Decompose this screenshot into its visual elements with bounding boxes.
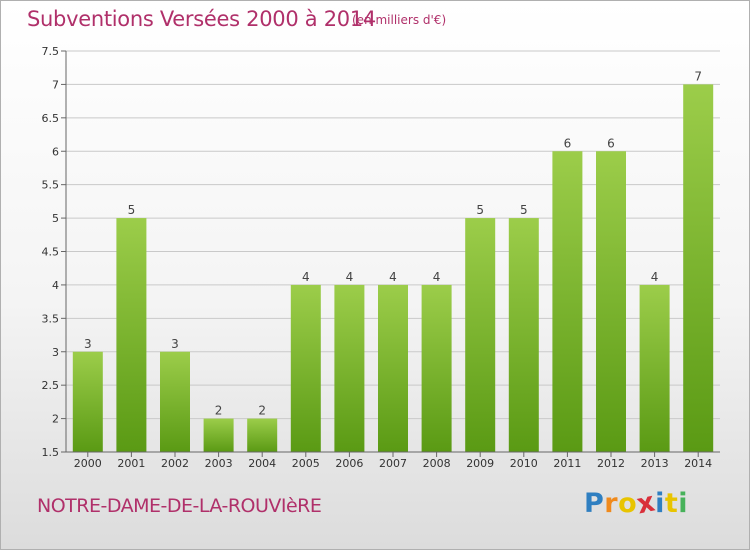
bar-2010 — [508, 218, 539, 452]
x-tick-label-2007: 2007 — [379, 457, 407, 470]
bar-2005 — [290, 284, 321, 452]
logo-letter: i — [655, 488, 665, 519]
logo-letter: r — [604, 488, 619, 519]
chart-subtitle: (en milliers d'€) — [352, 13, 447, 27]
bar-2003 — [203, 418, 234, 452]
y-tick-label: 6.5 — [42, 112, 60, 125]
y-tick-label: 5.5 — [42, 179, 60, 192]
labels: 1.5 2 2.5 3 3.5 4 4.5 5 5.5 6 6.5 7 7.5 3 2000 5 2001 3 20… — [42, 45, 713, 470]
x-tick-label-2003: 2003 — [205, 457, 233, 470]
y-tick-label: 3 — [52, 346, 59, 359]
value-label-2009: 5 — [476, 203, 484, 217]
value-label-2006: 4 — [346, 270, 354, 284]
x-tick-label-2009: 2009 — [466, 457, 494, 470]
bar-2009 — [465, 218, 496, 452]
bar-2001 — [116, 218, 147, 452]
y-tick-label: 4.5 — [42, 246, 60, 259]
value-label-2001: 5 — [128, 203, 136, 217]
proxiti-logo: Proxiti — [584, 486, 689, 520]
x-tick-label-2008: 2008 — [423, 457, 451, 470]
bar-2004 — [247, 418, 278, 452]
value-label-2004: 2 — [258, 404, 266, 418]
x-tick-label-2000: 2000 — [74, 457, 102, 470]
value-label-2010: 5 — [520, 203, 528, 217]
chart-title: Subventions Versées 2000 à 2014 — [27, 7, 376, 31]
y-tick-label: 2.5 — [42, 379, 60, 392]
x-tick-label-2012: 2012 — [597, 457, 625, 470]
town-name: NOTRE-DAME-DE-LA-ROUVIèRE — [37, 495, 322, 517]
x-tick-label-2002: 2002 — [161, 457, 189, 470]
x-tick-label-2013: 2013 — [641, 457, 669, 470]
value-label-2007: 4 — [389, 270, 397, 284]
logo-letter: i — [678, 488, 689, 519]
y-tick-label: 3.5 — [42, 312, 60, 325]
value-label-2014: 7 — [694, 69, 702, 83]
bar-2011 — [552, 151, 583, 452]
bar-2008 — [421, 284, 452, 452]
bar-2006 — [334, 284, 365, 452]
logo-letter: o — [618, 488, 638, 519]
value-label-2003: 2 — [215, 404, 223, 418]
x-tick-label-2011: 2011 — [553, 457, 581, 470]
x-tick-label-2006: 2006 — [335, 457, 363, 470]
y-tick-label: 1.5 — [42, 446, 60, 459]
y-tick-label: 7.5 — [42, 45, 60, 58]
y-tick-label: 5 — [52, 212, 59, 225]
bar-2007 — [378, 284, 408, 452]
bar-2014 — [683, 84, 714, 453]
x-tick-label-2001: 2001 — [117, 457, 145, 470]
value-label-2002: 3 — [171, 337, 179, 351]
bar-2012 — [596, 151, 626, 452]
x-tick-label-2005: 2005 — [292, 457, 320, 470]
bar-2000 — [72, 351, 103, 452]
x-tick-label-2010: 2010 — [510, 457, 538, 470]
bar-2013 — [639, 284, 670, 452]
y-tick-label: 6 — [52, 145, 59, 158]
logo-letter: t — [664, 488, 679, 519]
bar-2002 — [160, 351, 190, 452]
x-tick-label-2004: 2004 — [248, 457, 276, 470]
y-tick-label: 7 — [52, 78, 59, 91]
value-label-2005: 4 — [302, 270, 310, 284]
x-tick-label-2014: 2014 — [684, 457, 712, 470]
value-label-2012: 6 — [607, 136, 615, 150]
y-tick-label: 2 — [52, 413, 59, 426]
value-label-2008: 4 — [433, 270, 441, 284]
value-label-2011: 6 — [564, 136, 572, 150]
logo-letter: P — [584, 488, 605, 519]
bars — [72, 84, 714, 453]
y-tick-label: 4 — [52, 279, 59, 292]
value-label-2000: 3 — [84, 337, 92, 351]
axes — [61, 50, 720, 457]
value-label-2013: 4 — [651, 270, 659, 284]
